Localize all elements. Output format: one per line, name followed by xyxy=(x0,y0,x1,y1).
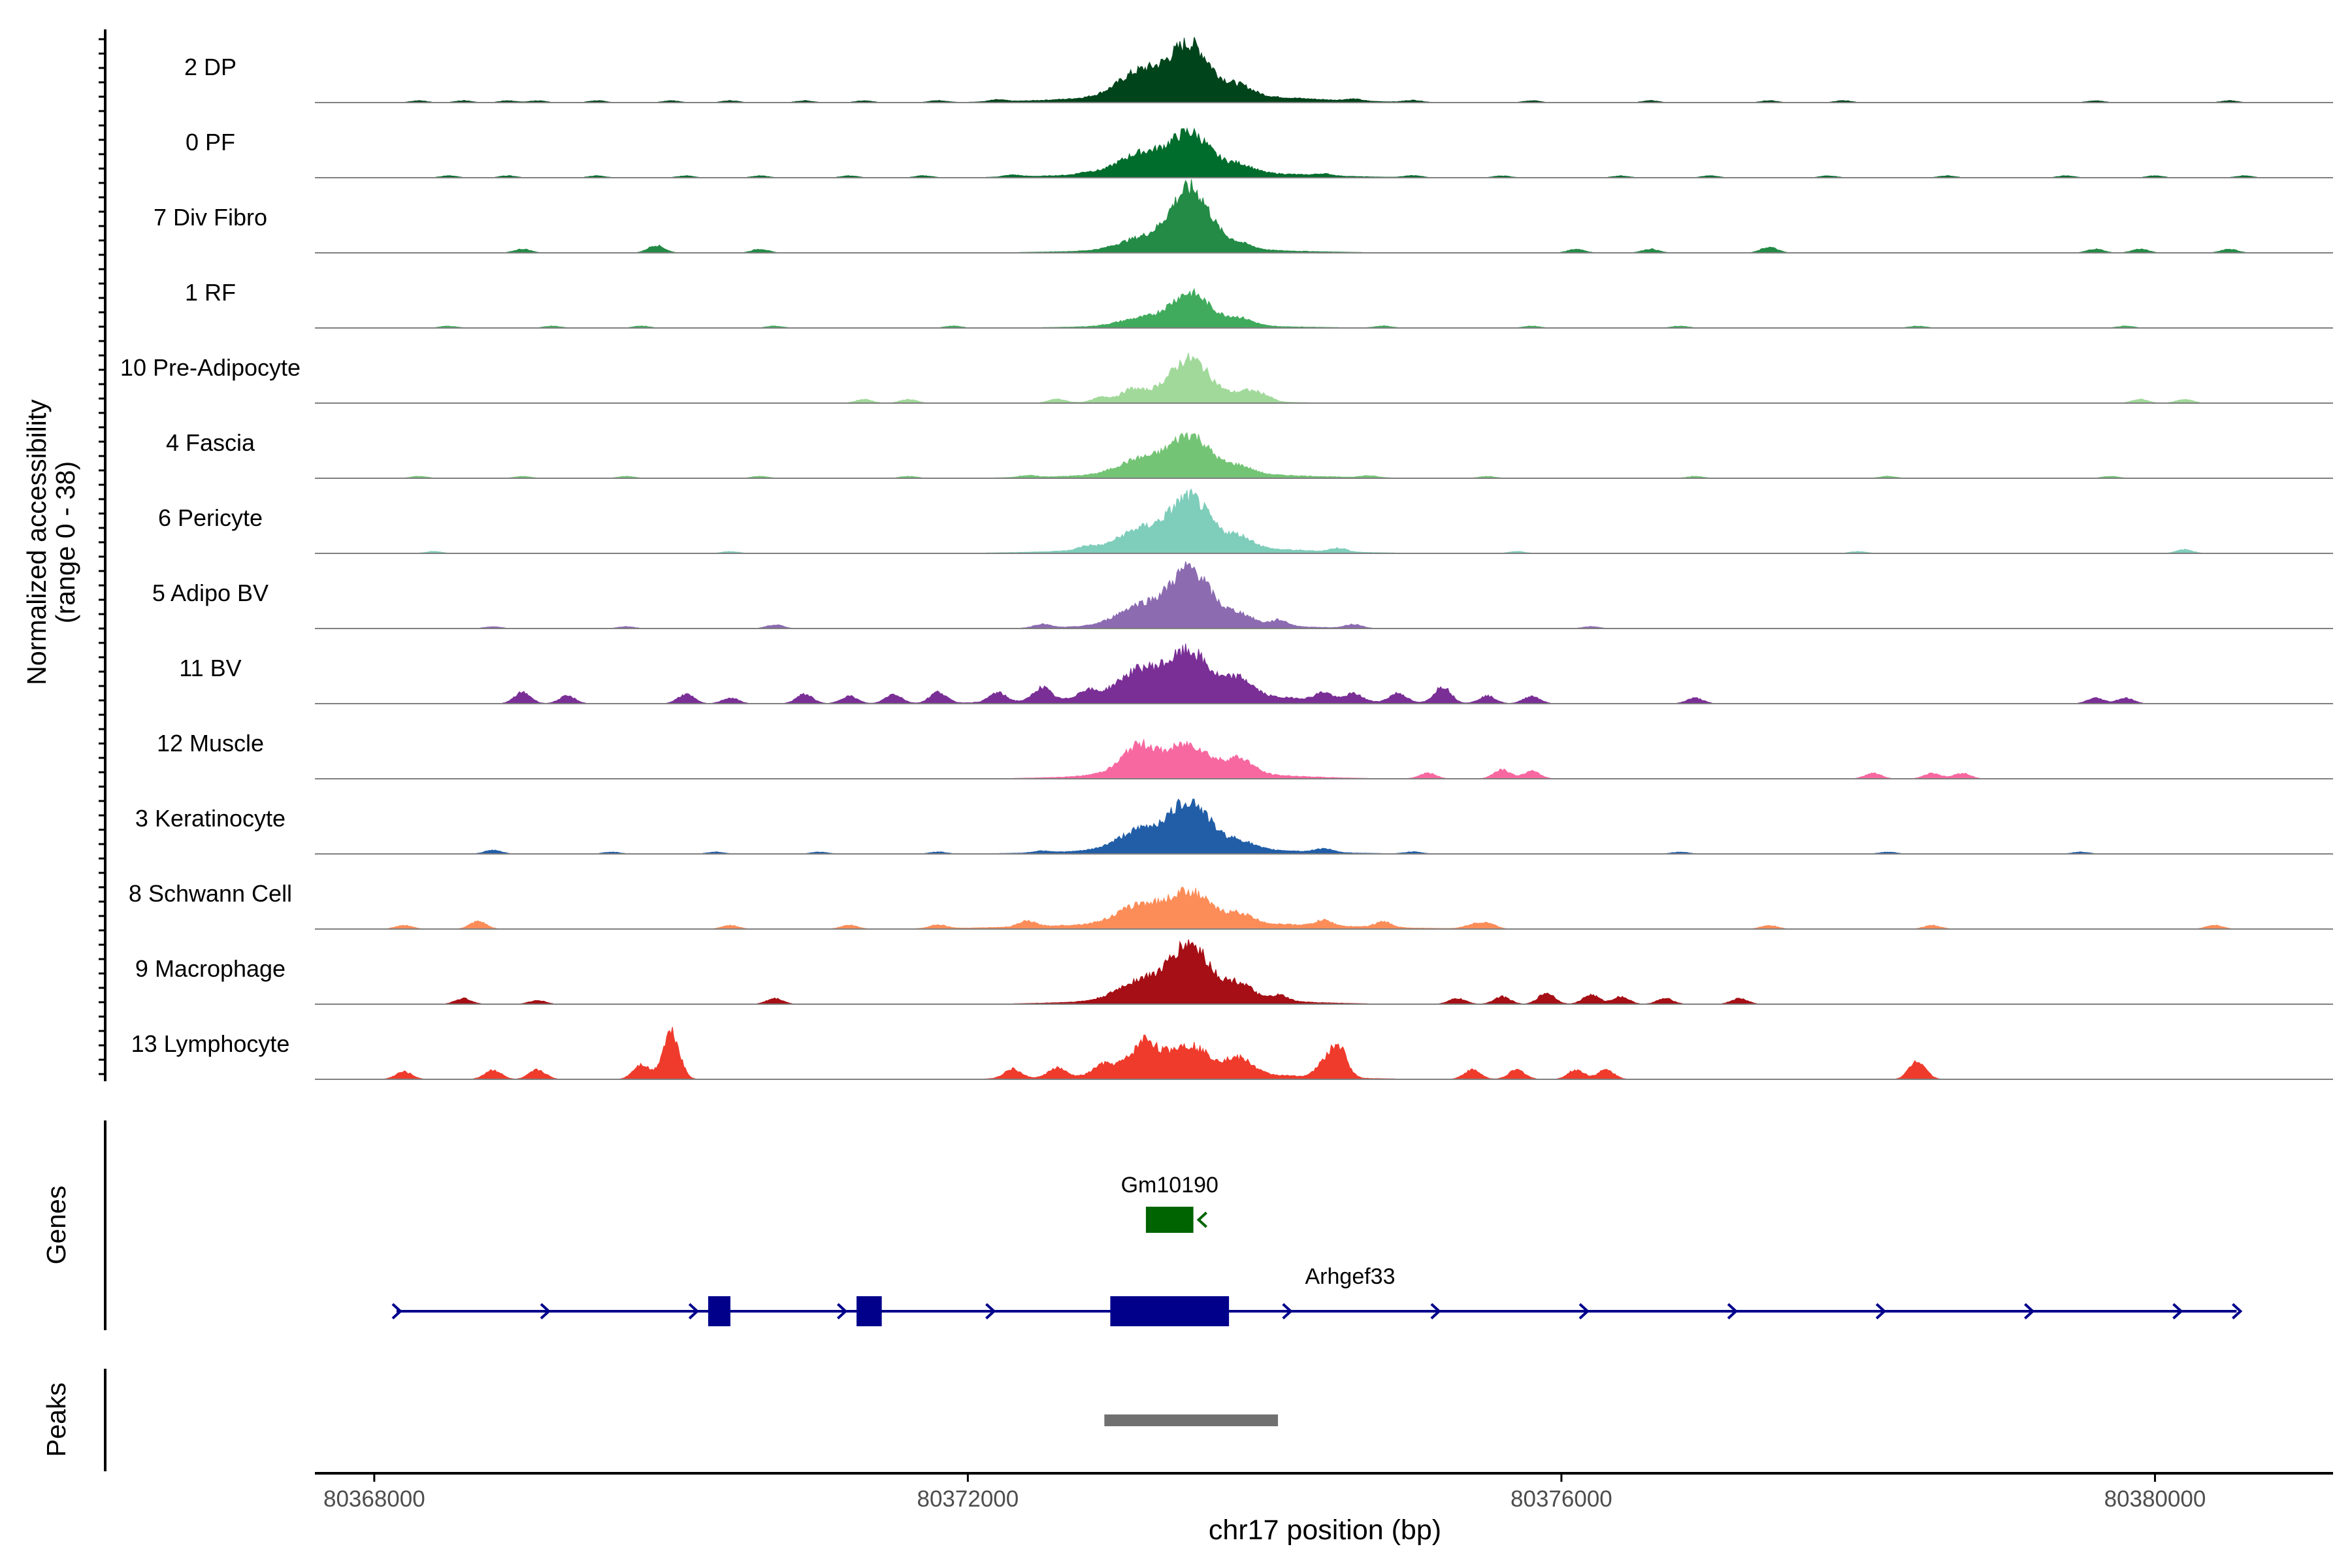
track-label: 1 RF xyxy=(185,279,236,306)
track-label: 10 Pre-Adipocyte xyxy=(120,354,301,381)
gene-exon xyxy=(708,1296,730,1326)
strand-arrow xyxy=(1578,1303,1590,1320)
peak-region xyxy=(1104,1414,1279,1426)
y-axis-title: Normalized accessibility xyxy=(22,399,52,685)
strand-arrow xyxy=(2024,1303,2035,1320)
track-6: 4 Fascia xyxy=(166,429,2333,479)
track-label: 6 Pericyte xyxy=(158,504,263,531)
strand-arrow xyxy=(1196,1211,1207,1228)
track-label: 7 Div Fibro xyxy=(154,204,267,231)
gene-annotations: Gm10190 Arhgef33 xyxy=(391,1173,2243,1326)
strand-arrow xyxy=(1430,1303,1441,1320)
track-2: 0 PF xyxy=(186,127,2333,178)
track-4: 1 RF xyxy=(185,279,2333,329)
gene-exon xyxy=(1145,1207,1194,1233)
gene-label: Gm10190 xyxy=(1121,1173,1218,1198)
coverage-tracks: 2 DP 0 PF 7 Div Fibro 1 RF 10 Pre-Adipocyte 4… xyxy=(120,37,2333,1080)
x-axis-title: chr17 position (bp) xyxy=(1209,1514,1441,1546)
strand-arrow xyxy=(2172,1303,2183,1320)
x-tick-label: 80376000 xyxy=(1511,1486,1612,1512)
gene-gm10190: Gm10190 xyxy=(1121,1173,1218,1233)
track-13: 9 Macrophage xyxy=(135,939,2333,1005)
track-1: 2 DP xyxy=(184,37,2333,103)
strand-arrow xyxy=(391,1303,402,1320)
strand-arrow xyxy=(836,1303,848,1320)
track-label: 9 Macrophage xyxy=(135,955,286,982)
genes-panel-label: Genes xyxy=(41,1186,71,1265)
x-tick-label: 80380000 xyxy=(2104,1486,2206,1512)
track-3: 7 Div Fibro xyxy=(154,179,2333,253)
track-10: 12 Muscle xyxy=(157,730,2333,779)
strand-arrow xyxy=(1875,1303,1887,1320)
track-9: 11 BV xyxy=(179,644,2333,704)
strand-arrow xyxy=(1727,1303,1739,1320)
track-label: 11 BV xyxy=(179,655,241,681)
strand-arrow xyxy=(1282,1303,1293,1320)
y-axis-range: (range 0 - 38) xyxy=(50,461,80,623)
strand-arrow xyxy=(540,1303,551,1320)
strand-arrow xyxy=(688,1303,700,1320)
track-11: 3 Keratinocyte xyxy=(135,798,2333,855)
track-label: 3 Keratinocyte xyxy=(135,805,286,832)
track-14: 13 Lymphocyte xyxy=(131,1026,2333,1080)
gene-arhgef33: Arhgef33 xyxy=(391,1264,2243,1326)
strand-arrow xyxy=(985,1303,996,1320)
y-ticks xyxy=(99,38,105,1075)
peaks-panel-label: Peaks xyxy=(41,1382,71,1457)
x-tick-label: 80372000 xyxy=(917,1486,1019,1512)
track-7: 6 Pericyte xyxy=(158,488,2333,554)
track-5: 10 Pre-Adipocyte xyxy=(120,352,2333,404)
strand-arrow xyxy=(2232,1303,2243,1320)
track-label: 5 Adipo BV xyxy=(152,580,269,606)
x-tick-label: 80368000 xyxy=(323,1486,425,1512)
track-12: 8 Schwann Cell xyxy=(129,880,2333,930)
peak-annotations xyxy=(1104,1414,1279,1426)
gene-label: Arhgef33 xyxy=(1305,1264,1396,1289)
track-label: 13 Lymphocyte xyxy=(131,1030,290,1057)
track-8: 5 Adipo BV xyxy=(152,561,2333,629)
gene-exon xyxy=(857,1296,882,1326)
track-label: 4 Fascia xyxy=(166,429,255,456)
x-axis-ticks: 80368000 80372000 80376000 80380000 xyxy=(323,1473,2206,1512)
track-label: 2 DP xyxy=(184,54,237,80)
track-label: 12 Muscle xyxy=(157,730,264,757)
track-label: 8 Schwann Cell xyxy=(129,880,292,907)
gene-exon xyxy=(1110,1296,1230,1326)
track-label: 0 PF xyxy=(186,129,235,155)
